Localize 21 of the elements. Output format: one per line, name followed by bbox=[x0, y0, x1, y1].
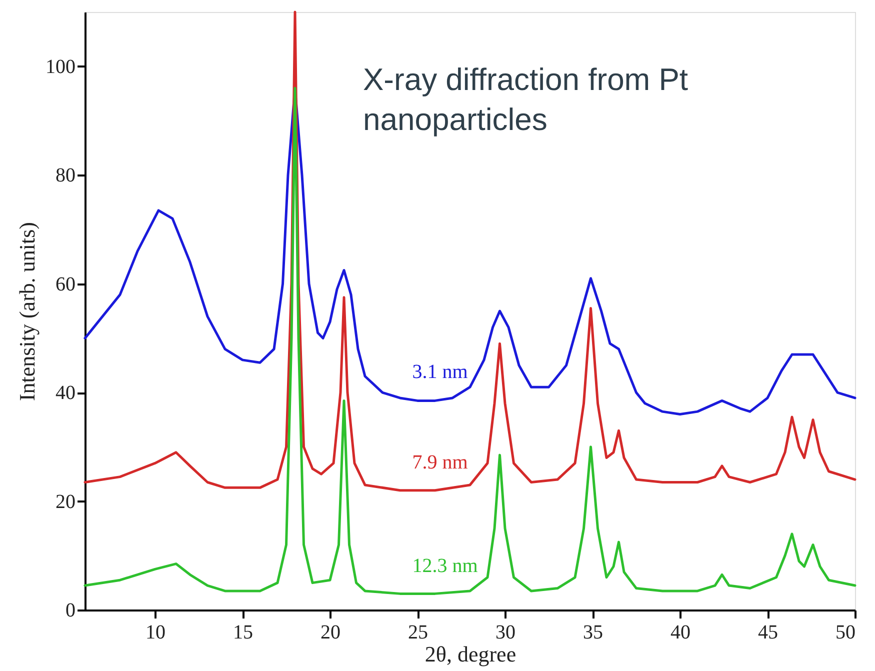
y-axis-title: Intensity (arb. units) bbox=[14, 222, 40, 402]
x-tick-label: 45 bbox=[758, 622, 778, 644]
x-tick-label: 20 bbox=[320, 622, 340, 644]
x-tick-label: 50 bbox=[836, 622, 856, 644]
series-label: 3.1 nm bbox=[412, 360, 468, 383]
y-tick-label: 100 bbox=[46, 56, 76, 78]
x-tick-label: 40 bbox=[670, 622, 690, 644]
x-axis-title: 2θ, degree bbox=[424, 642, 516, 666]
x-tick-label: 30 bbox=[496, 622, 516, 644]
y-tick-label: 20 bbox=[56, 490, 76, 513]
series-label: 12.3 nm bbox=[412, 554, 478, 577]
x-tick-label: 15 bbox=[233, 622, 253, 644]
y-tick-label: 0 bbox=[66, 600, 76, 622]
y-tick-label: 40 bbox=[56, 382, 76, 404]
y-tick-label: 80 bbox=[56, 164, 76, 187]
x-tick-label: 10 bbox=[146, 622, 166, 644]
series-label: 7.9 nm bbox=[412, 451, 468, 474]
y-tick-label: 60 bbox=[56, 273, 76, 296]
x-tick-label: 35 bbox=[583, 622, 603, 644]
x-tick-label: 25 bbox=[408, 622, 428, 644]
annotation: X-ray diffraction from Pt nanoparticles bbox=[363, 62, 688, 137]
